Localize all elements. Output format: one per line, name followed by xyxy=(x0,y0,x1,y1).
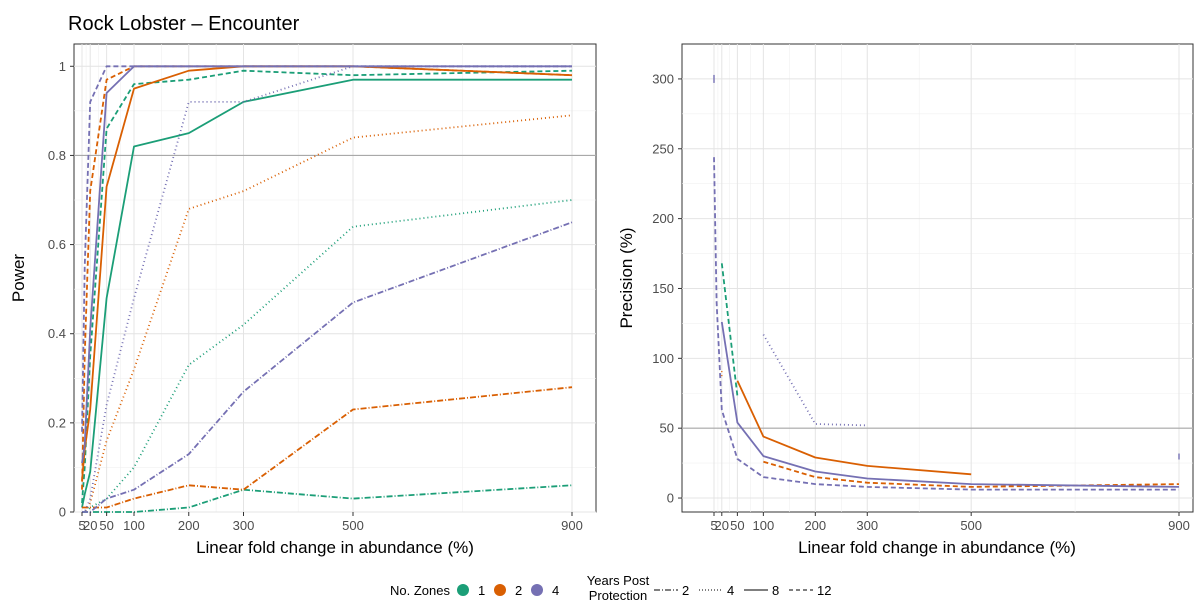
x-tick-label: 900 xyxy=(1168,518,1190,533)
series-zones-4-years-12 xyxy=(81,65,572,432)
legend-years-title-line1: Years Post xyxy=(587,573,650,588)
legend-zones-title: No. Zones xyxy=(390,583,450,598)
series-zones-1-years-8 xyxy=(81,78,572,508)
legend-years-8-label: 8 xyxy=(772,583,779,598)
power-x-ticks: 520 50 100 200 300 500 900 xyxy=(78,512,583,533)
legend-years-12-label: 12 xyxy=(817,583,831,598)
x-tick-label: 900 xyxy=(561,518,583,533)
x-tick-label: 5 xyxy=(78,518,85,533)
legend-zone-2-label: 2 xyxy=(515,583,522,598)
series-zones-2-years-2 xyxy=(82,386,573,509)
x-tick-label: 5 xyxy=(710,518,717,533)
series-zones-1-years-12 xyxy=(720,263,739,397)
x-tick-label: 50 xyxy=(99,518,113,533)
y-tick-label: 250 xyxy=(652,141,674,156)
series-zones-2-years-8 xyxy=(736,380,972,476)
legend-years-2-label: 2 xyxy=(682,583,689,598)
precision-y-ticks: 0 50 100 150 200 250 300 xyxy=(652,71,682,506)
x-tick-label: 50 xyxy=(730,518,744,533)
y-tick-label: 100 xyxy=(652,351,674,366)
power-y-ticks: 0 0.2 0.4 0.6 0.8 1 xyxy=(48,59,74,520)
x-tick-label: 500 xyxy=(960,518,982,533)
y-tick-label: 1 xyxy=(59,59,66,74)
y-tick-label: 0.4 xyxy=(48,326,66,341)
chart-title: Rock Lobster – Encounter xyxy=(68,13,300,35)
legend-zone-1-label: 1 xyxy=(478,583,485,598)
x-tick-label: 100 xyxy=(753,518,775,533)
legend-zone-4-swatch xyxy=(531,584,543,596)
x-tick-label: 300 xyxy=(856,518,878,533)
x-tick-label: 300 xyxy=(233,518,255,533)
series-zones-4-years-2 xyxy=(82,221,573,513)
series-zones-4-years-12 xyxy=(713,157,1179,491)
power-series xyxy=(81,65,573,513)
precision-panel-border xyxy=(681,43,1194,513)
y-tick-label: 50 xyxy=(660,421,674,436)
y-tick-label: 150 xyxy=(652,281,674,296)
y-tick-label: 0.8 xyxy=(48,148,66,163)
precision-y-axis-label: Precision (%) xyxy=(617,227,636,328)
series-zones-4-years-8 xyxy=(720,321,1180,488)
y-tick-label: 0.2 xyxy=(48,415,66,430)
legend-years-title-line2: Protection xyxy=(589,588,648,603)
y-tick-label: 0 xyxy=(59,505,66,520)
precision-panel: 520 50 100 200 300 500 900 050100150200250300 … xyxy=(617,43,1194,557)
x-tick-label: 100 xyxy=(123,518,145,533)
power-panel: 520 50 100 200 300 500 900 0 0.2 0.4 0.6 0.8 1 Line… xyxy=(9,43,597,557)
x-tick-label: 200 xyxy=(804,518,826,533)
x-tick-label: 20 xyxy=(83,518,97,533)
y-tick-label: 300 xyxy=(652,71,674,86)
series-zones-1-years-4 xyxy=(82,199,573,513)
power-x-axis-label: Linear fold change in abundance (%) xyxy=(196,538,474,557)
x-tick-label: 20 xyxy=(715,518,729,533)
y-tick-label: 200 xyxy=(652,211,674,226)
legend-years-4-label: 4 xyxy=(727,583,734,598)
precision-x-ticks: 520 50 100 200 300 500 900 xyxy=(710,512,1190,533)
x-tick-label: 500 xyxy=(342,518,364,533)
precision-x-axis-label: Linear fold change in abundance (%) xyxy=(798,538,1076,557)
y-tick-label: 0.6 xyxy=(48,237,66,252)
precision-series xyxy=(713,74,1180,491)
power-panel-border xyxy=(73,43,597,513)
series-zones-2-years-12 xyxy=(763,460,1180,488)
x-tick-label: 200 xyxy=(178,518,200,533)
legend-zone-2-swatch xyxy=(494,584,506,596)
y-tick-label: 0 xyxy=(667,491,674,506)
legend: No. Zones 1 2 4 Years Post Protection 2 … xyxy=(390,573,831,603)
legend-zone-1-swatch xyxy=(457,584,469,596)
legend-zone-4-label: 4 xyxy=(552,583,559,598)
power-y-axis-label: Power xyxy=(9,254,28,303)
